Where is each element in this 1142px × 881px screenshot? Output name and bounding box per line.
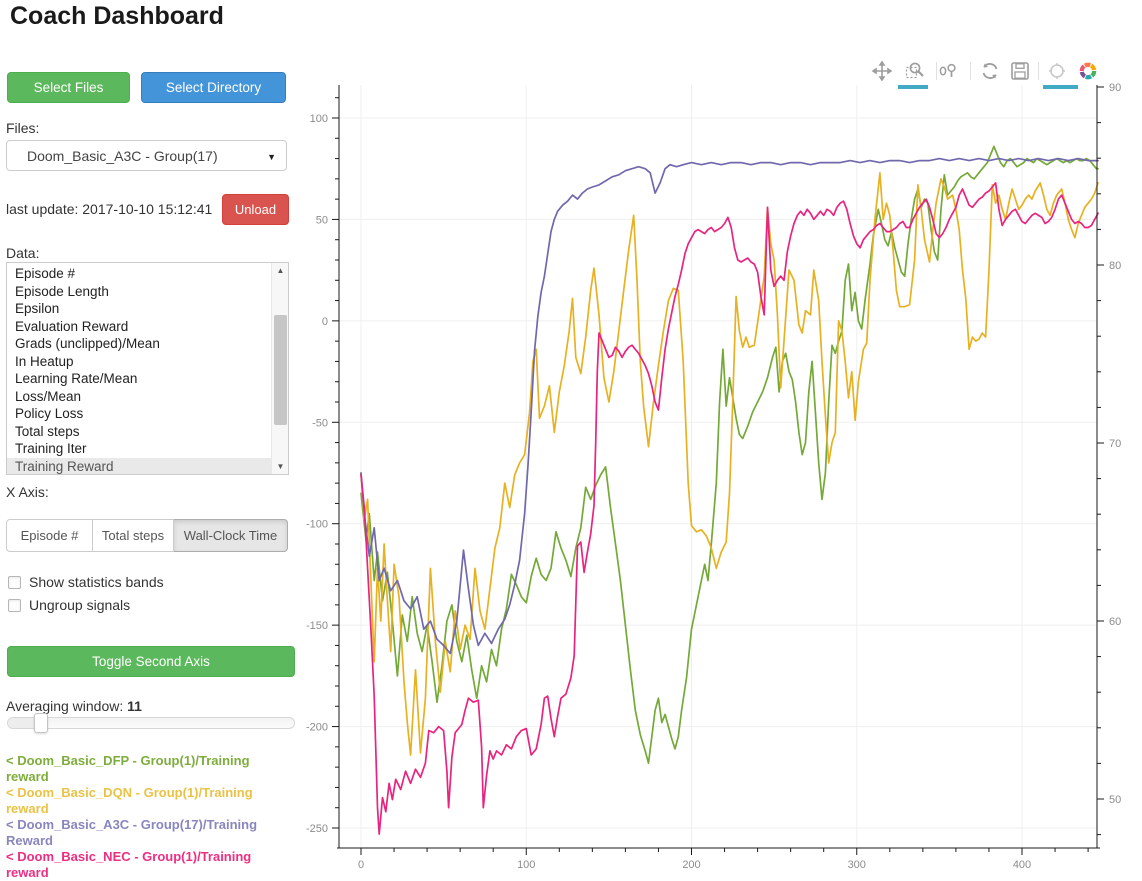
toolbar-separator [1038,62,1039,80]
y-left-tick-label: 50 [316,214,328,226]
x-axis-option-wall-clock-time[interactable]: Wall-Clock Time [174,519,288,552]
y-right-tick-label: 70 [1109,438,1121,450]
x-tick-label: 0 [358,859,364,871]
wheel-zoom-icon[interactable] [937,59,961,83]
series-legend: < Doom_Basic_DFP - Group(1)/Training rew… [6,753,294,881]
y-right-tick-label: 90 [1109,82,1121,94]
data-list-item[interactable]: Evaluation Reward [15,318,129,334]
data-list-item[interactable]: Episode Length [15,283,109,299]
select-files-button[interactable]: Select Files [7,72,130,103]
data-listbox[interactable]: Episode # Episode Length Epsilon Evaluation… [6,262,289,475]
checkbox[interactable] [8,598,21,612]
gridlines [339,85,1097,848]
scrollbar-thumb[interactable] [274,315,287,425]
x-tick-label: 400 [1013,859,1031,871]
data-list-item[interactable]: In Heatup [15,353,74,369]
slider-thumb[interactable] [34,713,48,733]
x-tick-label: 300 [848,859,866,871]
x-axis-option-episode-[interactable]: Episode # [6,519,93,552]
data-list-item[interactable]: Training Reward [7,457,271,474]
toggle-second-axis-button[interactable]: Toggle Second Axis [7,646,295,677]
files-selected-value: Doom_Basic_A3C - Group(17) [27,147,218,164]
y-left-tick-label: -100 [306,519,328,531]
x-axis-button-group: Episode # Total steps Wall-Clock Time [6,519,288,552]
box-zoom-icon[interactable] [903,59,927,83]
files-select[interactable]: Doom_Basic_A3C - Group(17) ▼ [6,140,287,171]
legend-item[interactable]: < Doom_Basic_DFP - Group(1)/Training rew… [6,753,250,784]
unload-button[interactable]: Unload [222,194,289,225]
y-left-tick-label: -50 [312,417,328,429]
last-update-text: last update: 2017-10-10 15:12:41 [6,201,213,217]
reset-icon[interactable] [978,59,1002,83]
y-left-tick-label: -250 [306,823,328,835]
select-dropdown-arrow-icon: ▼ [267,152,276,162]
slider-fill [8,718,42,728]
training-reward-chart[interactable]: 0 100 200 300 400 100 50 0 -50 -100 -150 -200 -250 90… [305,50,1142,881]
y-left-tick-label: 100 [310,113,328,125]
y-right-tick-label: 80 [1109,260,1121,272]
hover-icon[interactable] [1045,59,1069,83]
data-list-item[interactable]: Epsilon [15,301,60,316]
x-axis-option-total-steps[interactable]: Total steps [93,519,174,552]
data-list-item[interactable]: Training Iter [15,441,87,456]
series-lines [360,145,1099,835]
y-right-tick-label: 50 [1109,794,1121,806]
series-line [360,157,1099,655]
toolbar-separator [970,62,971,80]
checkbox-row-ungroup-signals: Ungroup signals [8,597,130,613]
legend-item[interactable]: < Doom_Basic_NEC - Group(1)/Training rew… [6,849,252,880]
scrollbar-up-icon[interactable]: ▲ [276,266,285,275]
data-list-item[interactable]: Episode # [15,266,76,281]
checkbox[interactable] [8,575,21,589]
y-left-tick-label: 0 [322,316,328,328]
y-left-tick-label: -150 [306,620,328,632]
y-left-tick-label: -200 [306,722,328,734]
save-icon[interactable] [1008,59,1032,83]
legend-item[interactable]: < Doom_Basic_A3C - Group(17)/Training Re… [6,817,258,848]
hover-active-underline [1043,85,1078,89]
series-line [360,145,1099,764]
series-line [360,182,1099,835]
data-list-item[interactable]: Loss/Mean [15,388,82,404]
x-tick-label: 100 [517,859,535,871]
x-axis-label: X Axis: [6,484,49,500]
pan-icon[interactable] [870,59,894,83]
scrollbar-down-icon[interactable]: ▼ [276,462,285,471]
y-right-tick-label: 60 [1109,616,1121,628]
page-title: Coach Dashboard [10,2,224,30]
data-list-item[interactable]: Grads (unclipped)/Mean [15,336,160,351]
checkbox-label: Ungroup signals [29,597,131,613]
axes: 0 100 200 300 400 100 50 0 -50 -100 -150 -200 -250 90… [306,82,1121,871]
data-list-item[interactable]: Learning Rate/Mean [15,371,138,386]
files-label: Files: [6,120,40,136]
data-listbox-scrollbar[interactable]: ▲ ▼ [271,263,288,474]
x-tick-label: 200 [682,859,700,871]
data-list-item[interactable]: Total steps [15,423,80,439]
select-directory-button[interactable]: Select Directory [141,72,286,103]
toolbar-separator [936,62,937,80]
averaging-window-value: 11 [127,698,142,714]
data-list-item[interactable]: Policy Loss [15,406,84,421]
averaging-window-label: Averaging window: 11 [6,698,142,714]
checkbox-label: Show statistics bands [29,574,164,590]
averaging-window-slider[interactable] [7,713,295,733]
data-label: Data: [6,245,40,261]
box-zoom-active-underline [898,85,928,89]
checkbox-row-show-statistics-bands: Show statistics bands [8,574,164,590]
legend-item[interactable]: < Doom_Basic_DQN - Group(1)/Training rew… [6,785,253,816]
bokeh-logo-icon[interactable] [1076,59,1100,83]
